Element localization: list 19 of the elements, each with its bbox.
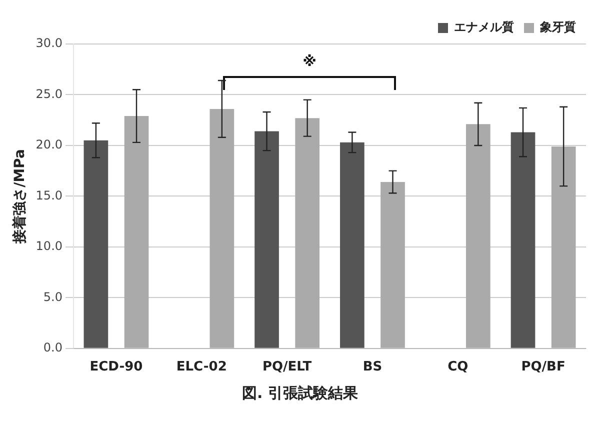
x-tick-label: ELC-02 — [176, 360, 227, 375]
x-tick-label: BS — [362, 360, 382, 375]
annotation: ※ — [302, 54, 318, 70]
x-tick-label: CQ — [448, 360, 468, 375]
bracket: ※ — [223, 54, 396, 90]
y-tick-label: 20.0 — [36, 138, 63, 152]
y-tick-label: 5.0 — [43, 290, 63, 304]
legend-label: エナメル質 — [454, 20, 514, 34]
y-tick-label: 10.0 — [36, 239, 63, 254]
legend-label: 象牙質 — [539, 20, 576, 34]
y-tick-label: 0.0 — [43, 340, 63, 355]
y-tick-label: 25.0 — [36, 86, 63, 101]
x-tick-label: PQ/BF — [521, 360, 566, 375]
y-tick-label: 15.0 — [36, 188, 63, 202]
x-tick-label: PQ/ELT — [262, 360, 312, 375]
y-axis-title: 接着強さ/MPa — [11, 149, 28, 244]
y-tick-label: 30.0 — [36, 36, 63, 50]
x-tick-label: ECD-90 — [90, 360, 143, 375]
text: 図. 引張試験結果 — [241, 384, 359, 403]
